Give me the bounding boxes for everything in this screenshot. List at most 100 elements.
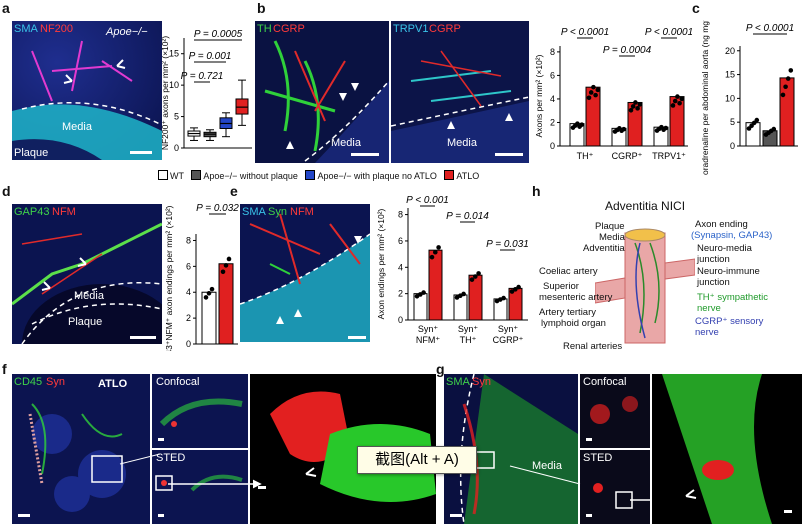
x-tick-label: Syn⁺: [498, 324, 519, 334]
micrograph-b-right: TRPV1 CGRP Media: [391, 21, 529, 163]
y-tick-label: 10: [725, 93, 735, 103]
pvalue-label: P = 0.0005: [194, 29, 243, 40]
data-point: [461, 291, 466, 297]
micrograph-d: GAP43 NFM Media Plaque: [12, 204, 162, 344]
data-point: [473, 274, 478, 279]
stain-label-nfm-e: NFM: [290, 206, 314, 218]
data-point: [780, 92, 786, 98]
pvalue-label: P = 0.031: [486, 239, 529, 250]
diagram-title: Adventitia NICI: [605, 199, 686, 213]
connector-arrows: [119, 453, 650, 501]
y-tick-label: 6: [186, 261, 191, 271]
data-point: [675, 94, 680, 99]
label-th-nerve-1: TH⁺ sympathetic: [697, 292, 769, 303]
x-tick-label: CGRP⁺: [612, 151, 643, 161]
data-point: [220, 269, 226, 275]
data-point: [672, 98, 678, 104]
pvalue-label: P < 0.0001: [561, 27, 609, 38]
diagram-h: Adventitia NICI Plaque Media Adventitia …: [535, 193, 805, 358]
y-tick-label: 15: [169, 49, 179, 59]
panel-letter-f: f: [2, 361, 7, 377]
chart-c: 0 5 10 15 20 Noradrenaline per abdominal aort…: [700, 20, 798, 175]
pvalue-label: P = 0.0004: [603, 45, 652, 56]
data-point: [595, 87, 601, 93]
chart-d-plot: 0 2 4 6 8 GAP43⁺NFM⁺ axon endings per mm² (×1…: [164, 203, 239, 351]
render-3d-f-image: [250, 374, 436, 524]
y-tick-label: 6: [398, 236, 403, 246]
label-neuro-immune-2: junction: [697, 277, 730, 288]
label-renal: Renal arteries: [563, 341, 623, 352]
sted-label-g: STED: [583, 452, 613, 464]
y-axis-label: Axon endings per mm² (×10²): [376, 208, 386, 319]
bar: [201, 291, 217, 345]
label-coeliac: Coeliac artery: [539, 266, 598, 277]
y-tick-label: 0: [398, 315, 403, 325]
sted-g-image: [580, 450, 650, 524]
media-label-g: Media: [532, 460, 562, 472]
x-tick-label: TRPV1⁺: [652, 151, 686, 161]
y-tick-label: 2: [186, 313, 191, 323]
data-point: [586, 95, 592, 101]
pvalue-label: P = 0.014: [446, 211, 489, 222]
chart-b: 0 2 4 6 8 Axons per mm² (×10²) TH⁺ CGRP⁺ TRPV1⁺ P…: [534, 27, 692, 161]
y-tick-label: 15: [725, 70, 735, 80]
label-mesenteric: mesenteric artery: [539, 292, 613, 303]
data-point: [621, 126, 627, 132]
stain-label-cd45: CD45: [14, 376, 43, 388]
y-tick-label: 0: [550, 141, 555, 151]
data-point: [588, 90, 594, 95]
data-point: [677, 100, 682, 106]
legend-wt: WT: [170, 171, 184, 181]
data-point: [209, 286, 215, 292]
atlo-label: ATLO: [98, 378, 128, 390]
micrograph-f-sted: STED: [152, 450, 248, 524]
data-point: [754, 117, 760, 123]
x-tick-label: NFM⁺: [416, 335, 440, 345]
data-point: [433, 249, 438, 255]
y-tick-label: 0: [186, 339, 191, 349]
confocal-f-image: [152, 374, 248, 448]
confocal-label-f: Confocal: [156, 376, 200, 388]
label-neuro-immune-1: Neuro-immune: [697, 266, 760, 277]
data-point: [679, 96, 685, 102]
data-point: [633, 100, 638, 105]
stain-label-syn-g: Syn: [472, 376, 491, 388]
label-th-nerve-2: nerve: [697, 303, 721, 314]
stain-label-trpv1: TRPV1: [393, 23, 429, 35]
artery-drawing: [595, 228, 695, 344]
confocal-g-image: [580, 374, 650, 448]
screenshot-tooltip[interactable]: 截图(Alt + A): [357, 446, 477, 474]
panel-letter-b: b: [257, 0, 266, 16]
x-tick-label: Syn⁺: [458, 324, 479, 334]
x-tick-label: TH⁺: [460, 335, 477, 345]
data-point: [223, 263, 229, 268]
media-label-b-right: Media: [447, 137, 477, 149]
pvalue-label: P < 0.0001: [645, 27, 692, 38]
legend-nop: Apoe−/− without plaque: [203, 171, 298, 181]
legend-swatch-noatlo: [305, 170, 316, 180]
data-point: [579, 122, 585, 127]
data-point: [206, 290, 212, 296]
y-tick-label: 10: [169, 80, 179, 90]
data-point: [670, 103, 676, 108]
plaque-label-d: Plaque: [68, 316, 103, 328]
label-axon-markers: (Synapsin, GAP43): [691, 230, 773, 241]
micrograph-e: SMA Syn NFM: [240, 204, 370, 342]
micrograph-a-image: [12, 21, 162, 160]
sted-label-f: STED: [156, 452, 186, 464]
micrograph-f-confocal: Confocal: [152, 374, 248, 448]
stain-label-nfm: NFM: [52, 206, 76, 218]
label-plaque: Plaque: [595, 221, 625, 232]
box: [235, 98, 249, 115]
data-point: [630, 104, 636, 109]
plaque-label: Plaque: [14, 147, 49, 159]
legend: WT Apoe−/− without plaque Apoe−/− with p…: [158, 170, 479, 181]
label-neuro-media-1: Neuro-media: [697, 243, 752, 254]
data-point: [591, 84, 596, 90]
micrograph-f-image: [12, 374, 150, 524]
legend-noatlo: Apoe−/− with plaque no ATLO: [317, 171, 437, 181]
data-point: [783, 84, 788, 90]
y-tick-label: 5: [174, 112, 179, 122]
label-cgrp-nerve-1: CGRP⁺ sensory: [695, 316, 764, 327]
